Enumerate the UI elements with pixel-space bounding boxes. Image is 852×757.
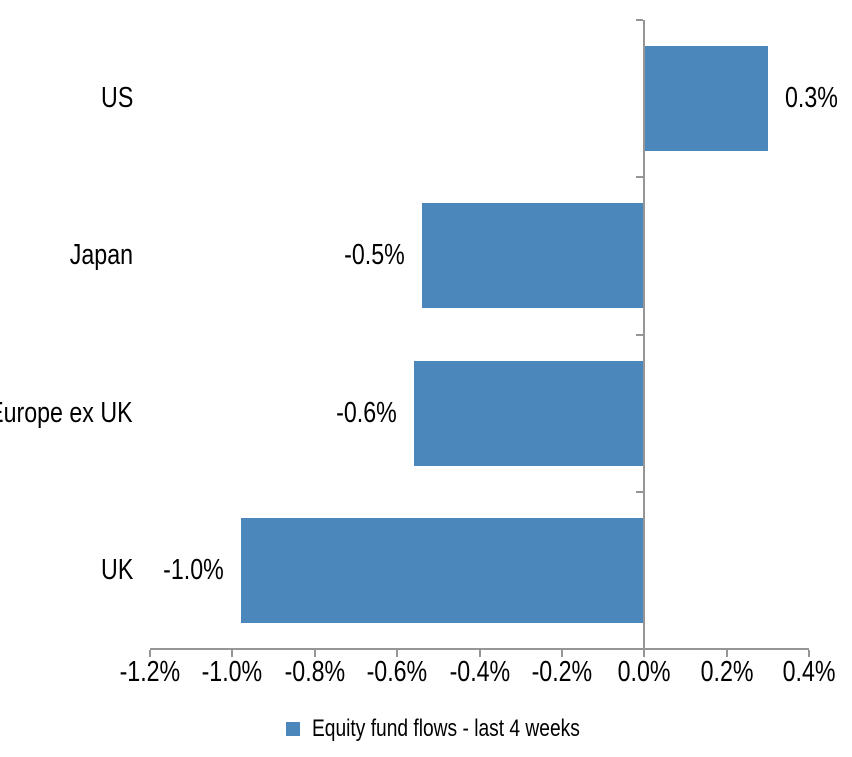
- x-axis-tick-label-text: 0.4%: [782, 656, 836, 688]
- value-label-us: 0.3%: [785, 20, 851, 177]
- x-axis-tick-label-text: 0.0%: [617, 656, 671, 688]
- x-axis-tick-label: 0.2%: [667, 656, 787, 688]
- x-axis-tick-label-text: -1.0%: [202, 656, 263, 688]
- value-label-text: -0.6%: [335, 396, 397, 429]
- x-axis-tick-label-text: 0.2%: [700, 656, 754, 688]
- chart-row-japan: Japan -0.5%: [0, 177, 852, 334]
- x-axis-tick: [313, 650, 316, 657]
- bar-us: [644, 46, 768, 152]
- category-label-uk: UK: [0, 492, 133, 649]
- x-axis-tick: [560, 650, 563, 657]
- x-axis-line: [150, 648, 809, 650]
- chart-row-europe-ex-uk: Europe ex UK -0.6%: [0, 335, 852, 492]
- category-label-japan: Japan: [0, 177, 133, 334]
- x-axis-tick-label: 0.4%: [749, 656, 852, 688]
- x-axis-tick: [231, 650, 234, 657]
- chart-row-us: US 0.3%: [0, 20, 852, 177]
- category-axis-tick: [636, 333, 644, 336]
- x-axis-tick: [396, 650, 399, 657]
- x-axis-tick-label: 0.0%: [584, 656, 704, 688]
- bar-japan: [421, 203, 645, 309]
- x-axis-tick-label-text: -0.4%: [449, 656, 510, 688]
- category-label-text: UK: [100, 553, 133, 586]
- x-axis-tick-label: -0.2%: [502, 656, 622, 688]
- value-label-uk: -1.0%: [148, 492, 224, 649]
- value-label-europe-ex-uk: -0.6%: [321, 335, 397, 492]
- value-label-text: -1.0%: [163, 553, 224, 586]
- category-axis-tick: [636, 490, 644, 493]
- legend-marker-icon: [286, 722, 300, 736]
- value-label-text: 0.3%: [784, 82, 838, 115]
- chart-row-uk: UK -1.0%: [0, 492, 852, 649]
- x-axis-tick: [643, 650, 646, 657]
- category-axis-tick: [636, 19, 644, 21]
- value-label-japan: -0.5%: [329, 177, 405, 334]
- x-axis-tick-label: -0.8%: [255, 656, 375, 688]
- x-axis-tick-label: -1.0%: [172, 656, 292, 688]
- bar-uk: [240, 517, 645, 623]
- bar-europe-ex-uk: [413, 360, 645, 466]
- legend: Equity fund flows - last 4 weeks: [286, 715, 647, 743]
- x-axis-tick: [149, 650, 151, 657]
- category-label-us: US: [0, 20, 133, 177]
- category-axis-line: [643, 20, 646, 657]
- x-axis-tick: [478, 650, 481, 657]
- x-axis-tick-label-text: -0.6%: [366, 656, 428, 688]
- category-axis-tick: [636, 176, 644, 179]
- legend-label: Equity fund flows - last 4 weeks: [312, 715, 580, 742]
- category-label-text: Europe ex UK: [0, 396, 133, 429]
- category-label-text: US: [100, 82, 133, 115]
- category-label-text: Japan: [69, 239, 133, 272]
- x-axis-tick-label: -0.6%: [337, 656, 457, 688]
- x-axis-tick: [808, 650, 810, 657]
- category-label-europe-ex-uk: Europe ex UK: [0, 335, 133, 492]
- x-axis-tick-label: -0.4%: [420, 656, 540, 688]
- x-axis-tick-label: -1.2%: [90, 656, 210, 688]
- x-axis-tick-label-text: -0.8%: [284, 656, 346, 688]
- x-axis-tick: [725, 650, 728, 657]
- value-label-text: -0.5%: [344, 239, 405, 272]
- x-axis-tick-label-text: -0.2%: [531, 656, 593, 688]
- x-axis-tick-label-text: -1.2%: [119, 656, 181, 688]
